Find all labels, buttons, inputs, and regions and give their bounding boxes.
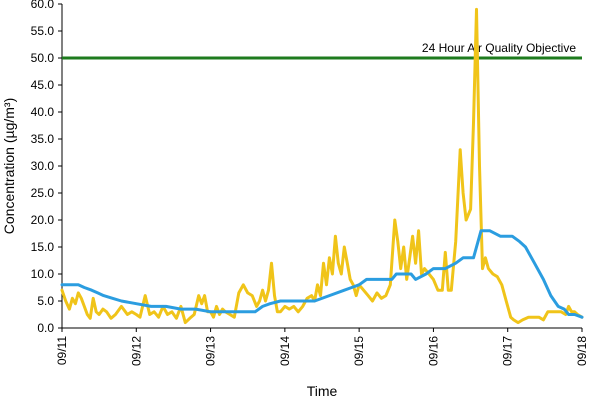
x-tick-label: 09/15 [352, 336, 366, 366]
y-tick-label: 40.0 [31, 105, 55, 119]
x-tick-label: 09/13 [204, 336, 218, 366]
y-tick-label: 50.0 [31, 51, 55, 65]
y-tick-label: 60.0 [31, 0, 55, 11]
y-tick-label: 55.0 [31, 24, 55, 38]
series-line-2 [60, 229, 584, 319]
y-axis-ticks: 0.0 5.0 10.0 15.0 20.0 25.0 30.0 35.0 40.0 45.0 50… [31, 0, 62, 335]
series-layer [60, 7, 584, 325]
y-tick-label: 20.0 [31, 213, 55, 227]
y-tick-label: 30.0 [31, 159, 55, 173]
reference-line-label: 24 Hour Air Quality Objective [422, 41, 576, 55]
x-tick-label: 09/14 [278, 336, 292, 366]
x-tick-label: 09/12 [129, 336, 143, 366]
y-tick-label: 25.0 [31, 186, 55, 200]
series-line-1 [60, 7, 584, 325]
y-tick-label: 15.0 [31, 240, 55, 254]
x-axis-ticks: 09/11 09/12 09/13 09/14 09/15 09/16 09/17 09/18 [55, 328, 589, 366]
x-tick-label: 09/18 [575, 336, 589, 366]
x-tick-label: 09/11 [55, 336, 69, 365]
y-tick-label: 45.0 [31, 78, 55, 92]
x-tick-label: 09/16 [426, 336, 440, 366]
x-axis-title: Time [307, 383, 338, 399]
y-tick-label: 35.0 [31, 132, 55, 146]
y-tick-label: 5.0 [37, 294, 54, 308]
y-tick-label: 0.0 [37, 321, 54, 335]
x-tick-label: 09/17 [501, 336, 515, 366]
y-tick-label: 10.0 [31, 267, 55, 281]
y-axis-title: Concentration (µg/m³) [1, 98, 17, 234]
